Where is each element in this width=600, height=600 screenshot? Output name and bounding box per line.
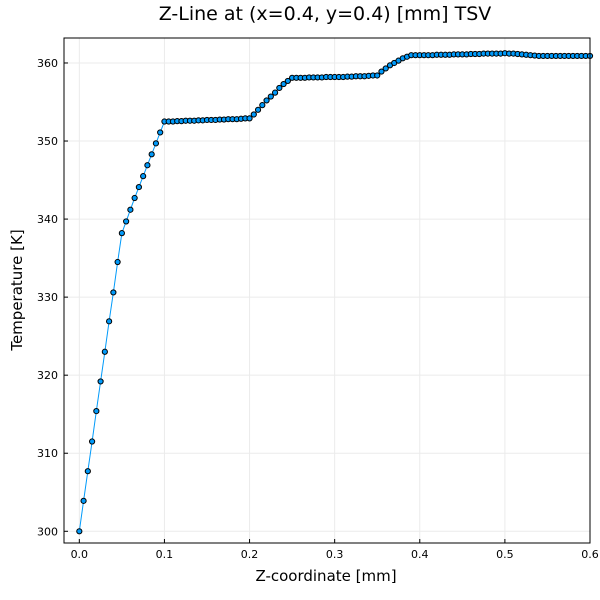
y-tick-label: 320 [37, 369, 58, 382]
x-tick-label: 0.3 [326, 548, 344, 561]
y-tick-labels: 300 310 320 330 340 350 360 [37, 57, 68, 538]
y-tick-label: 340 [37, 213, 58, 226]
data-point [144, 162, 151, 169]
data-point [76, 528, 83, 535]
x-tick-label: 0.0 [71, 548, 89, 561]
y-tick-label: 360 [37, 57, 58, 70]
data-point [254, 106, 262, 113]
data-point [267, 93, 274, 100]
data-point [157, 129, 164, 136]
data-point [259, 102, 266, 109]
data-point [263, 97, 270, 104]
x-tick-labels: 0.0 0.1 0.2 0.3 0.4 0.5 0.6 [71, 539, 599, 561]
x-tick-label: 0.1 [156, 548, 174, 561]
data-point [135, 183, 142, 191]
x-tick-label: 0.4 [411, 548, 429, 561]
data-point [246, 115, 253, 122]
data-point [250, 111, 257, 118]
data-point [114, 258, 121, 266]
data-point [131, 194, 138, 202]
series-layer [76, 50, 594, 535]
plot-frame [63, 37, 591, 544]
data-point [276, 84, 283, 92]
x-tick-label: 0.5 [496, 548, 514, 561]
data-point [382, 65, 389, 72]
data-point [284, 77, 291, 85]
y-axis-label: Temperature [K] [8, 229, 26, 351]
data-point [84, 468, 91, 475]
data-point [110, 289, 117, 296]
data-point [378, 68, 385, 75]
data-point [374, 72, 381, 79]
data-point [271, 89, 279, 96]
data-point [280, 80, 287, 88]
y-tick-label: 330 [37, 291, 58, 304]
x-axis-label: Z-coordinate [mm] [255, 567, 396, 585]
x-tick-label: 0.6 [581, 548, 599, 561]
data-point [148, 151, 155, 158]
data-point [88, 438, 96, 445]
data-point [101, 348, 108, 355]
data-point [106, 318, 113, 325]
data-point [127, 206, 134, 213]
chart-title: Z-Line at (x=0.4, y=0.4) [mm] TSV [159, 3, 492, 25]
y-tick-label: 310 [37, 447, 58, 460]
data-point [93, 407, 100, 415]
data-point [118, 230, 125, 237]
grid-lines [64, 38, 591, 543]
data-point [140, 173, 147, 180]
data-point [80, 497, 87, 504]
x-tick-label: 0.2 [241, 548, 259, 561]
data-point [97, 378, 104, 385]
y-tick-label: 350 [37, 135, 58, 148]
y-tick-label: 300 [37, 525, 58, 538]
data-point [152, 140, 160, 147]
data-point [123, 218, 130, 225]
